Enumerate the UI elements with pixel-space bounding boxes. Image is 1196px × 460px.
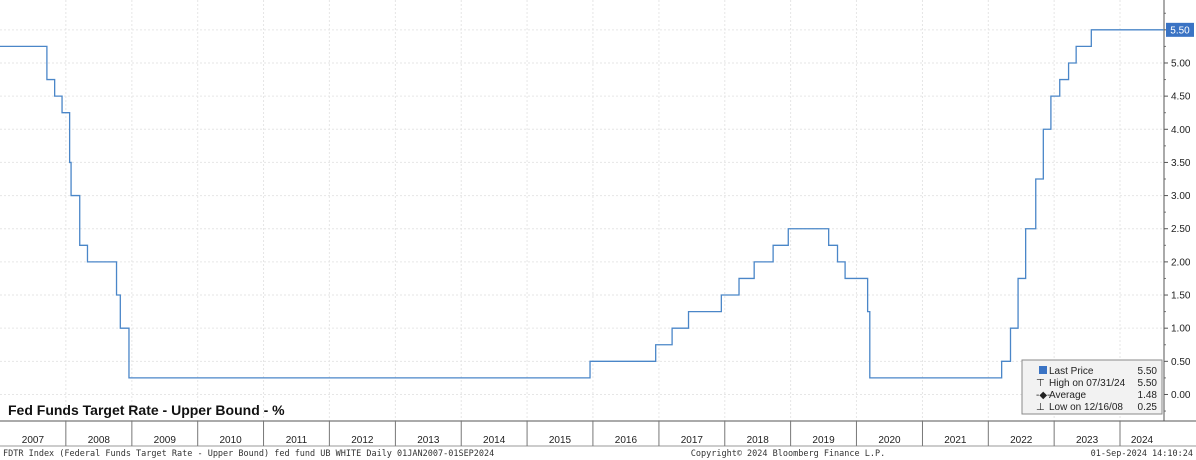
legend-value-average: 1.48 xyxy=(1138,390,1158,401)
last-value-tag-box xyxy=(1166,22,1194,37)
y-tick-label: 3.00 xyxy=(1171,191,1191,202)
footer-right: 01-Sep-2024 14:10:24 xyxy=(1091,449,1193,459)
series-line xyxy=(0,29,1164,379)
footer-left: FDTR Index (Federal Funds Target Rate - … xyxy=(3,449,494,459)
legend-label-average: Average xyxy=(1049,390,1087,401)
y-tick-label: 4.00 xyxy=(1171,125,1191,136)
low-icon: ⊥ xyxy=(1036,402,1045,413)
y-tick-label: 1.00 xyxy=(1171,324,1191,335)
chart-title: Fed Funds Target Rate - Upper Bound - % xyxy=(8,402,285,418)
x-tick-label: 2011 xyxy=(286,435,308,446)
x-tick-label: 2023 xyxy=(1076,435,1099,446)
series xyxy=(0,29,1164,379)
last-value-tag-text: 5.50 xyxy=(1170,25,1190,36)
y-tick-label: 0.50 xyxy=(1171,357,1191,368)
y-tick-label: 2.50 xyxy=(1171,224,1191,235)
high-icon: ⊤ xyxy=(1036,378,1045,389)
x-tick-label: 2015 xyxy=(549,435,572,446)
y-tick-label: 4.50 xyxy=(1171,92,1191,103)
y-tick-label: 3.50 xyxy=(1171,158,1191,169)
x-axis: 2007 2008 2009 2010 2011 2012 2013 2014 2015 2016… xyxy=(0,420,1196,447)
x-tick-label: 2020 xyxy=(878,435,901,446)
legend-label-low: Low on 12/16/08 xyxy=(1049,402,1123,413)
y-tick-label: 0.00 xyxy=(1171,390,1191,401)
legend-label-last: Last Price xyxy=(1049,366,1094,377)
footer-center: Copyright© 2024 Bloomberg Finance L.P. xyxy=(691,449,885,459)
last-price-swatch xyxy=(1039,366,1047,374)
x-tick-label: 2016 xyxy=(615,435,638,446)
x-tick-label: 2014 xyxy=(483,435,506,446)
x-tick-label: 2022 xyxy=(1010,435,1033,446)
x-tick-label: 2017 xyxy=(681,435,704,446)
y-axis: 0.00 0.50 1.00 1.50 2.00 2.50 3.00 3.50 4.00 4.50… xyxy=(1163,0,1191,421)
legend-label-high: High on 07/31/24 xyxy=(1049,378,1126,389)
legend: Last Price 5.50 ⊤ High on 07/31/24 5.50 … xyxy=(1021,359,1163,415)
y-tick-label: 2.00 xyxy=(1171,257,1191,268)
y-tick-label: 1.50 xyxy=(1171,291,1191,302)
x-tick-label: 2012 xyxy=(351,435,374,446)
x-tick-label: 2018 xyxy=(747,435,770,446)
legend-value-low: 0.25 xyxy=(1138,402,1158,413)
x-tick-label: 2013 xyxy=(417,435,440,446)
legend-value-last: 5.50 xyxy=(1138,366,1158,377)
last-value-tag: 5.50 xyxy=(1166,22,1194,37)
legend-value-high: 5.50 xyxy=(1138,378,1158,389)
x-tick-label: 2021 xyxy=(944,435,967,446)
x-tick-label: 2010 xyxy=(219,435,242,446)
x-tick-label: 2008 xyxy=(88,435,111,446)
average-icon: -◆- xyxy=(1036,390,1050,401)
x-tick-label: 2024 xyxy=(1131,435,1154,446)
x-tick-label: 2019 xyxy=(812,435,835,446)
x-tick-label: 2009 xyxy=(154,435,177,446)
y-tick-label: 5.00 xyxy=(1171,58,1191,69)
grid xyxy=(0,0,1164,421)
x-tick-label: 2007 xyxy=(22,435,45,446)
